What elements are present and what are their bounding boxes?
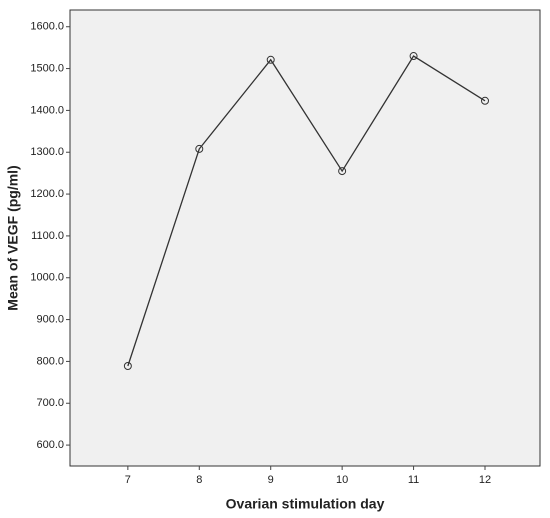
x-tick-label: 10 xyxy=(336,474,348,486)
x-tick-label: 11 xyxy=(408,474,419,486)
y-tick-label: 800.0 xyxy=(36,355,64,367)
y-tick-label: 1500.0 xyxy=(30,62,64,74)
y-tick-label: 700.0 xyxy=(36,397,64,409)
marker xyxy=(338,167,347,176)
x-tick-label: 12 xyxy=(479,474,491,486)
y-tick-label: 900.0 xyxy=(36,313,64,325)
x-tick-label: 9 xyxy=(268,474,274,486)
y-tick-label: 600.0 xyxy=(36,439,64,451)
y-tick-label: 1300.0 xyxy=(30,146,64,158)
x-tick-label: 7 xyxy=(125,474,131,486)
y-axis-title: Mean of VEGF (pg/ml) xyxy=(5,165,21,310)
marker xyxy=(123,362,132,371)
y-tick-label: 1200.0 xyxy=(30,188,64,200)
x-axis-title: Ovarian stimulation day xyxy=(226,496,385,512)
plot-area xyxy=(69,9,541,467)
line xyxy=(127,55,486,367)
y-tick-label: 1400.0 xyxy=(30,104,64,116)
marker xyxy=(266,55,275,64)
y-tick-label: 1100.0 xyxy=(31,230,64,242)
marker xyxy=(409,52,418,61)
marker xyxy=(481,96,489,105)
x-tick-label: 8 xyxy=(196,474,202,486)
y-tick-label: 1600.0 xyxy=(30,21,64,33)
marker xyxy=(195,144,204,153)
y-tick-label: 1000.0 xyxy=(30,272,64,284)
